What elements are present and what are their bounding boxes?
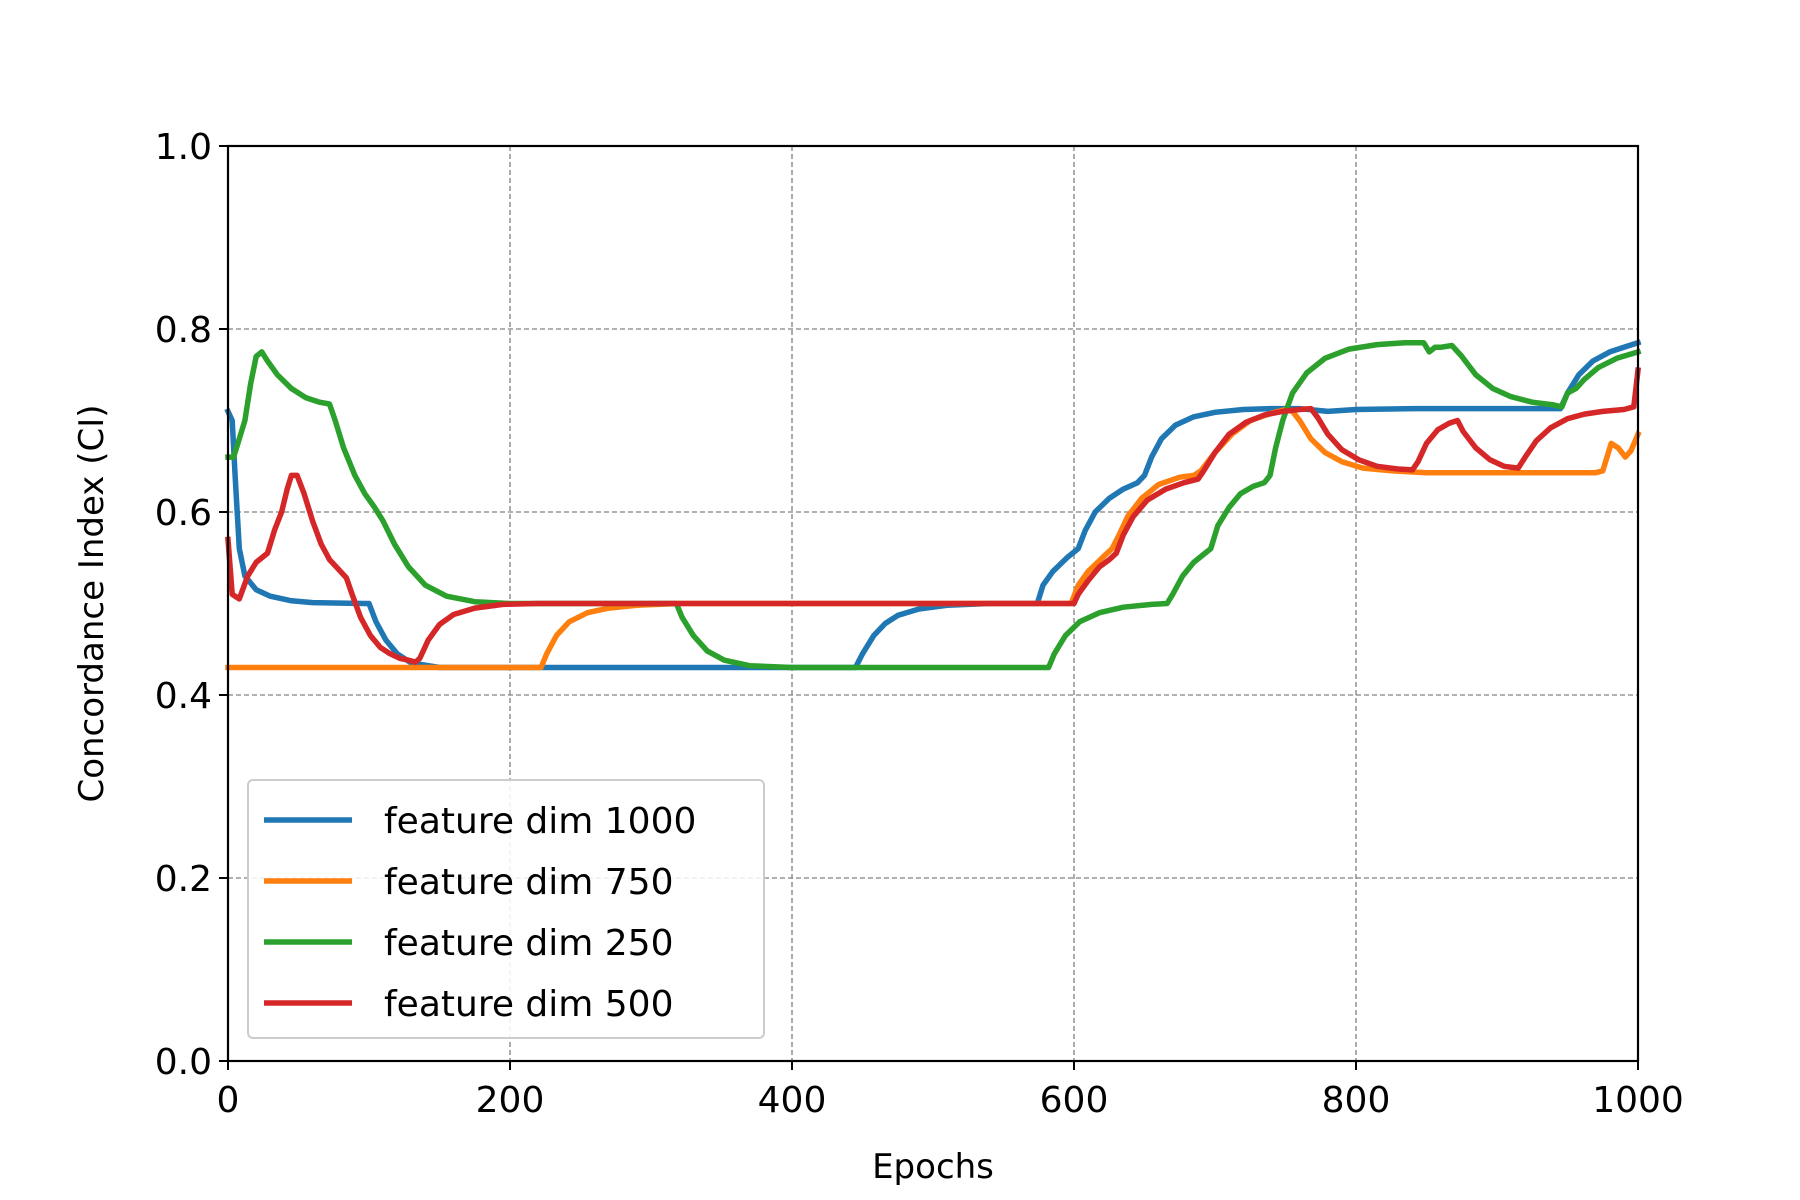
series-line-1 xyxy=(225,406,1642,671)
legend-label: feature dim 500 xyxy=(384,984,674,1025)
x-tick-label: 400 xyxy=(758,1080,827,1121)
x-tick-label: 600 xyxy=(1040,1080,1109,1121)
x-tick-label: 0 xyxy=(217,1080,240,1121)
y-tick-label: 0.6 xyxy=(155,493,212,534)
legend-box xyxy=(247,779,765,1039)
series-line-0 xyxy=(224,339,1642,671)
x-tick-label: 1000 xyxy=(1592,1080,1684,1121)
axes-frame xyxy=(226,144,1640,1063)
x-axis-label: Epochs xyxy=(872,1147,994,1187)
series-line-2 xyxy=(225,339,1642,671)
axis-ticks: 0 200 400 600 800 1000 0.0 0.2 0.4 0.6 0.8 1.0 xyxy=(155,127,1684,1121)
legend-label: feature dim 1000 xyxy=(384,801,696,842)
x-tick-label: 800 xyxy=(1322,1080,1391,1121)
y-tick-label: 0.4 xyxy=(155,676,212,717)
y-tick-label: 1.0 xyxy=(155,127,212,168)
y-tick-label: 0.0 xyxy=(155,1042,212,1083)
y-tick-label: 0.2 xyxy=(155,859,212,900)
series-layer xyxy=(224,339,1642,671)
x-tick-label: 200 xyxy=(476,1080,545,1121)
legend: feature dim 1000 feature dim 750 feature d… xyxy=(247,779,765,1039)
series-line-3 xyxy=(225,367,1642,665)
legend-label: feature dim 250 xyxy=(384,923,674,964)
legend-label: feature dim 750 xyxy=(384,862,674,903)
y-axis-label: Concordance Index (CI) xyxy=(72,404,112,802)
y-tick-label: 0.8 xyxy=(155,310,212,351)
